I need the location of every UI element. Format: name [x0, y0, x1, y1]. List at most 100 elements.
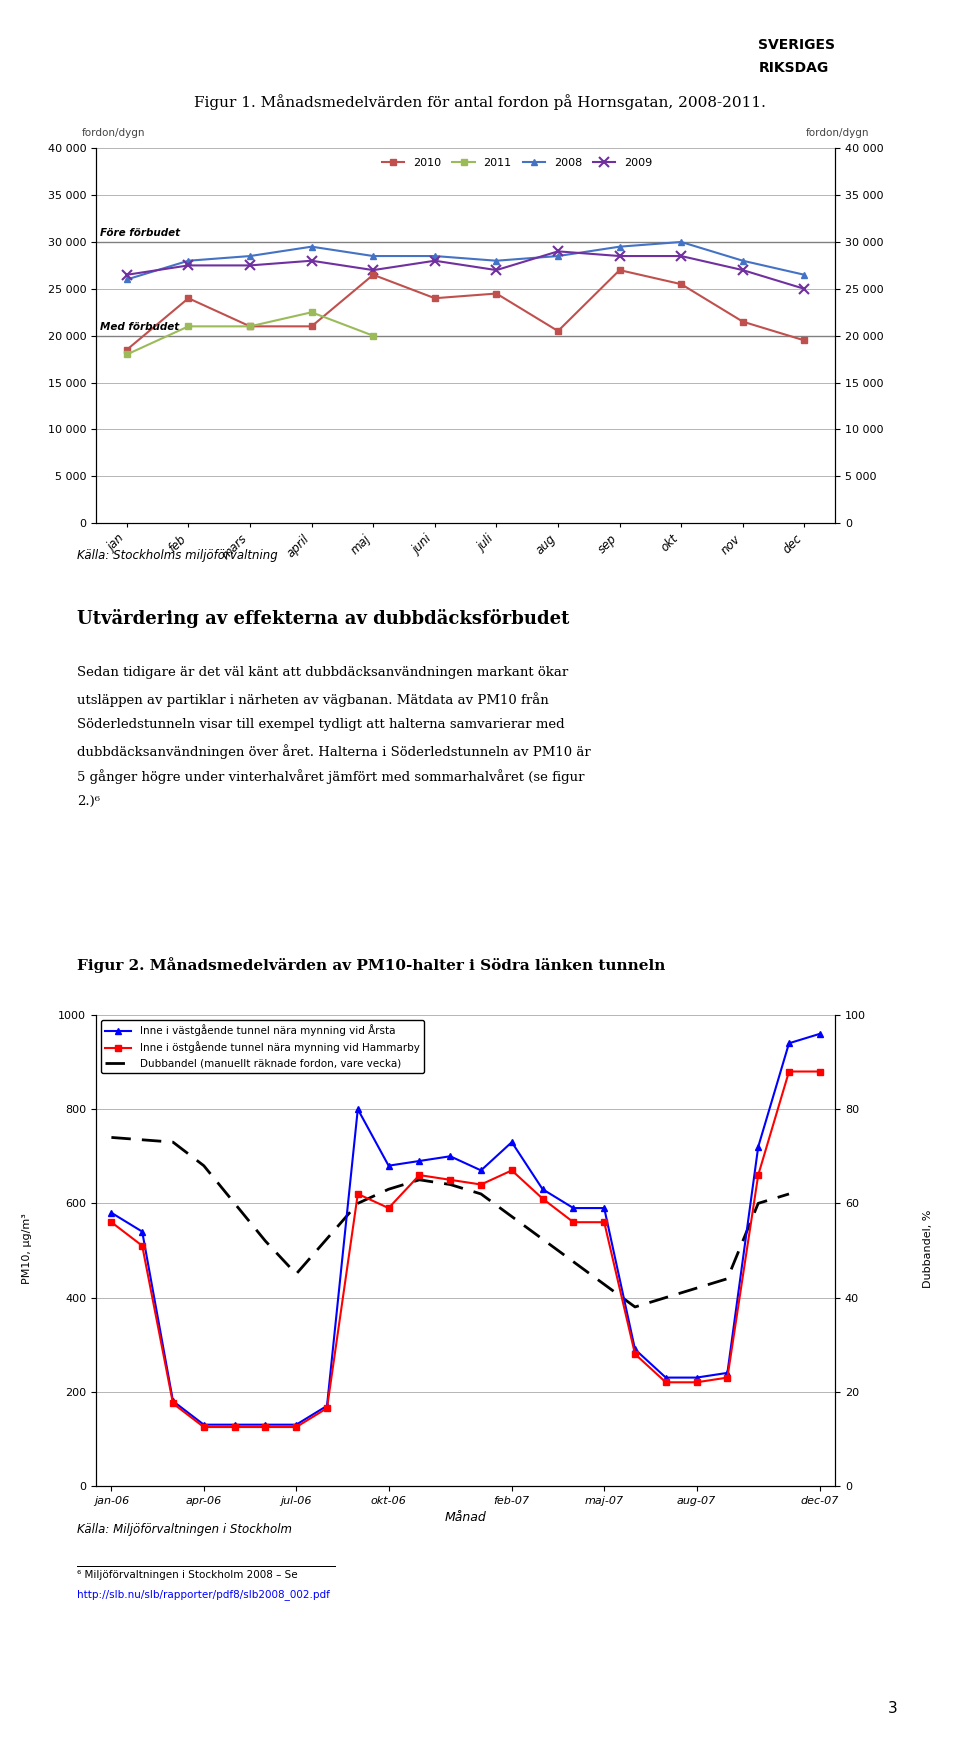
2009: [737, 260, 749, 281]
Inne i västgående tunnel nära mynning vid Årsta: [259, 1414, 271, 1435]
Inne i östgående tunnel nära mynning vid Hammarby: [567, 1212, 579, 1233]
Inne i västgående tunnel nära mynning vid Årsta: [783, 1032, 795, 1053]
Inne i västgående tunnel nära mynning vid Årsta: [814, 1024, 826, 1045]
Inne i östgående tunnel nära mynning vid Hammarby: [629, 1343, 640, 1364]
2011: [244, 316, 255, 337]
Inne i västgående tunnel nära mynning vid Årsta: [475, 1160, 487, 1181]
Text: Dubbandel, %: Dubbandel, %: [924, 1210, 933, 1287]
2009: [799, 279, 810, 300]
Inne i västgående tunnel nära mynning vid Årsta: [660, 1367, 672, 1388]
Inne i västgående tunnel nära mynning vid Årsta: [291, 1414, 302, 1435]
2009: [306, 251, 318, 272]
Line: 2011: 2011: [123, 309, 376, 358]
2008: [182, 251, 194, 272]
Inne i västgående tunnel nära mynning vid Årsta: [598, 1198, 610, 1219]
2008: [676, 232, 687, 253]
2010: [676, 274, 687, 295]
Line: 2010: 2010: [123, 267, 808, 354]
2009: [491, 260, 502, 281]
2010: [306, 316, 318, 337]
Inne i östgående tunnel nära mynning vid Hammarby: [691, 1373, 703, 1393]
Inne i östgående tunnel nära mynning vid Hammarby: [660, 1373, 672, 1393]
Text: 5 gånger högre under vinterhalvåret jämfört med sommarhalvåret (se figur: 5 gånger högre under vinterhalvåret jämf…: [77, 769, 585, 785]
Legend: Inne i västgående tunnel nära mynning vid Årsta, Inne i östgående tunnel nära my: Inne i västgående tunnel nära mynning vi…: [101, 1020, 423, 1073]
Text: ⁶ Miljöförvaltningen i Stockholm 2008 – Se: ⁶ Miljöförvaltningen i Stockholm 2008 – …: [77, 1570, 298, 1580]
Inne i västgående tunnel nära mynning vid Årsta: [414, 1151, 425, 1172]
2009: [676, 246, 687, 267]
2010: [491, 283, 502, 303]
Inne i östgående tunnel nära mynning vid Hammarby: [814, 1060, 826, 1081]
Legend: 2010, 2011, 2008, 2009: 2010, 2011, 2008, 2009: [377, 153, 657, 173]
Inne i östgående tunnel nära mynning vid Hammarby: [352, 1184, 364, 1205]
2008: [306, 235, 318, 256]
Inne i östgående tunnel nära mynning vid Hammarby: [598, 1212, 610, 1233]
2010: [799, 330, 810, 351]
Inne i östgående tunnel nära mynning vid Hammarby: [783, 1060, 795, 1081]
Inne i västgående tunnel nära mynning vid Årsta: [198, 1414, 209, 1435]
2011: [306, 302, 318, 323]
Inne i östgående tunnel nära mynning vid Hammarby: [414, 1165, 425, 1186]
Text: Med förbudet: Med förbudet: [100, 323, 179, 331]
2010: [552, 321, 564, 342]
X-axis label: Månad: Månad: [444, 1510, 487, 1524]
Inne i västgående tunnel nära mynning vid Årsta: [444, 1146, 456, 1167]
Dubbandel (manuellt räknade fordon, vare vecka): [383, 1179, 395, 1200]
Text: Sedan tidigare är det väl känt att dubbdäcksanvändningen markant ökar: Sedan tidigare är det väl känt att dubbd…: [77, 666, 568, 678]
2008: [368, 246, 379, 267]
Inne i östgående tunnel nära mynning vid Hammarby: [722, 1367, 733, 1388]
Inne i västgående tunnel nära mynning vid Årsta: [322, 1395, 333, 1416]
2011: [182, 316, 194, 337]
Inne i östgående tunnel nära mynning vid Hammarby: [444, 1168, 456, 1189]
Inne i västgående tunnel nära mynning vid Årsta: [567, 1198, 579, 1219]
Line: 2009: 2009: [122, 246, 809, 293]
Dubbandel (manuellt räknade fordon, vare vecka): [198, 1155, 209, 1175]
2010: [368, 265, 379, 286]
Dubbandel (manuellt räknade fordon, vare vecka): [228, 1193, 240, 1214]
Text: Figur 2. Månadsmedelvärden av PM10-halter i Södra länken tunneln: Figur 2. Månadsmedelvärden av PM10-halte…: [77, 957, 665, 973]
2009: [613, 246, 625, 267]
Text: Utvärdering av effekterna av dubbdäcksförbudet: Utvärdering av effekterna av dubbdäcksfö…: [77, 609, 569, 628]
Text: Figur 1. Månadsmedelvärden för antal fordon på Hornsgatan, 2008-2011.: Figur 1. Månadsmedelvärden för antal for…: [194, 94, 766, 110]
2009: [182, 255, 194, 276]
Dubbandel (manuellt räknade fordon, vare vecka): [167, 1132, 179, 1153]
2010: [244, 316, 255, 337]
Dubbandel (manuellt räknade fordon, vare vecka): [629, 1296, 640, 1317]
Inne i östgående tunnel nära mynning vid Hammarby: [106, 1212, 117, 1233]
2009: [429, 251, 441, 272]
Inne i västgående tunnel nära mynning vid Årsta: [383, 1155, 395, 1175]
Text: RIKSDAG: RIKSDAG: [758, 61, 828, 75]
Dubbandel (manuellt räknade fordon, vare vecka): [352, 1193, 364, 1214]
Dubbandel (manuellt räknade fordon, vare vecka): [106, 1127, 117, 1148]
2009: [552, 241, 564, 262]
2010: [737, 310, 749, 331]
Dubbandel (manuellt räknade fordon, vare vecka): [660, 1287, 672, 1308]
2008: [799, 265, 810, 286]
Inne i östgående tunnel nära mynning vid Hammarby: [259, 1416, 271, 1437]
Inne i västgående tunnel nära mynning vid Årsta: [691, 1367, 703, 1388]
Line: 2008: 2008: [123, 239, 808, 283]
Dubbandel (manuellt räknade fordon, vare vecka): [753, 1193, 764, 1214]
Line: Inne i östgående tunnel nära mynning vid Hammarby: Inne i östgående tunnel nära mynning vid…: [108, 1069, 823, 1430]
Inne i västgående tunnel nära mynning vid Årsta: [228, 1414, 240, 1435]
2010: [182, 288, 194, 309]
Dubbandel (manuellt räknade fordon, vare vecka): [722, 1268, 733, 1289]
Dubbandel (manuellt räknade fordon, vare vecka): [291, 1263, 302, 1284]
2009: [121, 265, 132, 286]
Dubbandel (manuellt räknade fordon, vare vecka): [783, 1184, 795, 1205]
Text: fordon/dygn: fordon/dygn: [82, 127, 145, 138]
Text: dubbdäcksanvändningen över året. Halterna i Söderledstunneln av PM10 är: dubbdäcksanvändningen över året. Haltern…: [77, 743, 590, 759]
Inne i östgående tunnel nära mynning vid Hammarby: [753, 1165, 764, 1186]
2011: [368, 324, 379, 345]
2011: [121, 344, 132, 364]
2008: [613, 235, 625, 256]
Dubbandel (manuellt räknade fordon, vare vecka): [475, 1184, 487, 1205]
Text: Källa: Miljöförvaltningen i Stockholm: Källa: Miljöförvaltningen i Stockholm: [77, 1523, 292, 1535]
Inne i östgående tunnel nära mynning vid Hammarby: [228, 1416, 240, 1437]
Inne i västgående tunnel nära mynning vid Årsta: [506, 1132, 517, 1153]
Dubbandel (manuellt räknade fordon, vare vecka): [414, 1168, 425, 1189]
Inne i västgående tunnel nära mynning vid Årsta: [352, 1099, 364, 1120]
2010: [613, 260, 625, 281]
2008: [121, 269, 132, 290]
Inne i västgående tunnel nära mynning vid Årsta: [722, 1362, 733, 1383]
Text: 3: 3: [888, 1700, 898, 1716]
